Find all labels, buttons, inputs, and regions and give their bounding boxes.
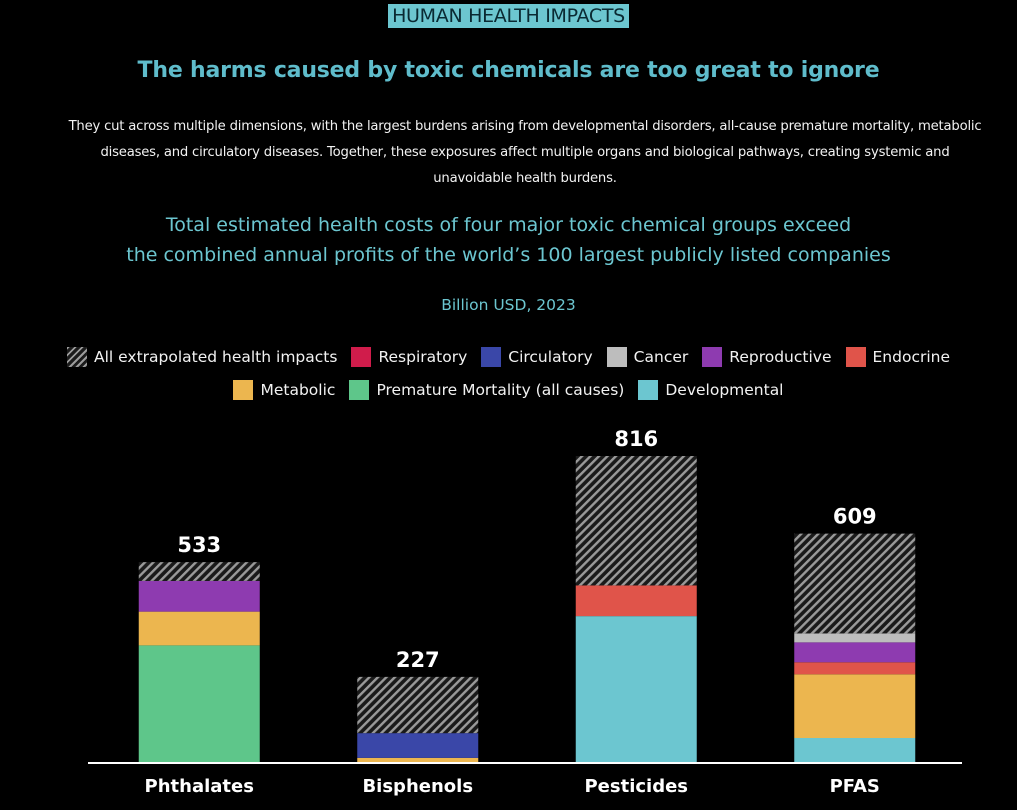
legend-item: Metabolic [233, 379, 336, 400]
bar-segment [794, 738, 916, 762]
legend-swatch [638, 379, 659, 400]
bar-segment [575, 585, 697, 617]
eyebrow: HUMAN HEALTH IMPACTS [388, 4, 629, 28]
legend-label: All extrapolated health impacts [93, 347, 338, 366]
legend-swatch [606, 346, 627, 367]
bar-segment [357, 757, 479, 762]
bar-segment [794, 633, 916, 643]
legend-label: Endocrine [872, 347, 951, 366]
x-tick-label: Pesticides [584, 776, 688, 797]
legend-label: Premature Mortality (all causes) [376, 380, 625, 399]
legend-row: Metabolic Premature Mortality (all causes… [0, 373, 1017, 406]
eyebrow-wrap: HUMAN HEALTH IMPACTS [0, 4, 1017, 28]
total-label: 609 [833, 505, 877, 529]
legend-item: Reproductive [702, 346, 832, 367]
bar-segment [794, 674, 916, 738]
legend-item: Respiratory [351, 346, 468, 367]
legend-item: All extrapolated health impacts [66, 346, 338, 367]
legend-label: Circulatory [508, 347, 593, 366]
legend-label: Metabolic [260, 380, 336, 399]
bar-segment [794, 662, 916, 675]
legend-item: Cancer [606, 346, 689, 367]
description: They cut across multiple dimensions, wit… [68, 119, 982, 186]
legend-swatch [349, 379, 370, 400]
unit: Billion USD, 2023 [441, 296, 576, 314]
legend-swatch [845, 346, 866, 367]
legend-item: Circulatory [481, 346, 593, 367]
legend-label: Respiratory [378, 347, 468, 366]
legend-item: Developmental [638, 379, 784, 400]
x-tick-label: Bisphenols [362, 776, 473, 797]
total-label: 533 [177, 533, 221, 557]
subtitle-line: Total estimated health costs of four maj… [165, 214, 852, 236]
legend-swatch [702, 346, 723, 367]
bar-segment [575, 616, 697, 762]
legend-item: Endocrine [845, 346, 951, 367]
title: The harms caused by toxic chemicals are … [137, 58, 880, 83]
bar-segment [357, 676, 479, 734]
bar-segment [794, 642, 916, 663]
bar-segment [794, 533, 916, 634]
bar-segment [138, 562, 260, 581]
bar-segment [138, 645, 260, 762]
legend-swatch [481, 346, 502, 367]
subtitle-line: the combined annual profits of the world… [126, 244, 891, 266]
legend-label: Developmental [665, 380, 784, 399]
bar-segment [575, 456, 697, 586]
legend-row: All extrapolated health impacts Respirato… [0, 340, 1017, 373]
bar-segment [357, 733, 479, 758]
legend-label: Reproductive [729, 347, 832, 366]
legend-swatch [66, 346, 87, 367]
x-tick-label: PFAS [830, 776, 880, 797]
chart: 533 Phthalates 227 Bisphenols 816 Pesticides 6… [88, 427, 962, 797]
total-label: 227 [396, 648, 440, 672]
subtitle: Total estimated health costs of four maj… [0, 210, 1017, 270]
legend-swatch [351, 346, 372, 367]
legend-label: Cancer [633, 347, 689, 366]
x-tick-label: Phthalates [145, 776, 254, 797]
bar-segment [138, 611, 260, 646]
legend-item: Premature Mortality (all causes) [349, 379, 625, 400]
legend: All extrapolated health impacts Respirato… [0, 340, 1017, 406]
bar-segment [138, 580, 260, 612]
total-label: 816 [614, 427, 658, 451]
legend-swatch [233, 379, 254, 400]
